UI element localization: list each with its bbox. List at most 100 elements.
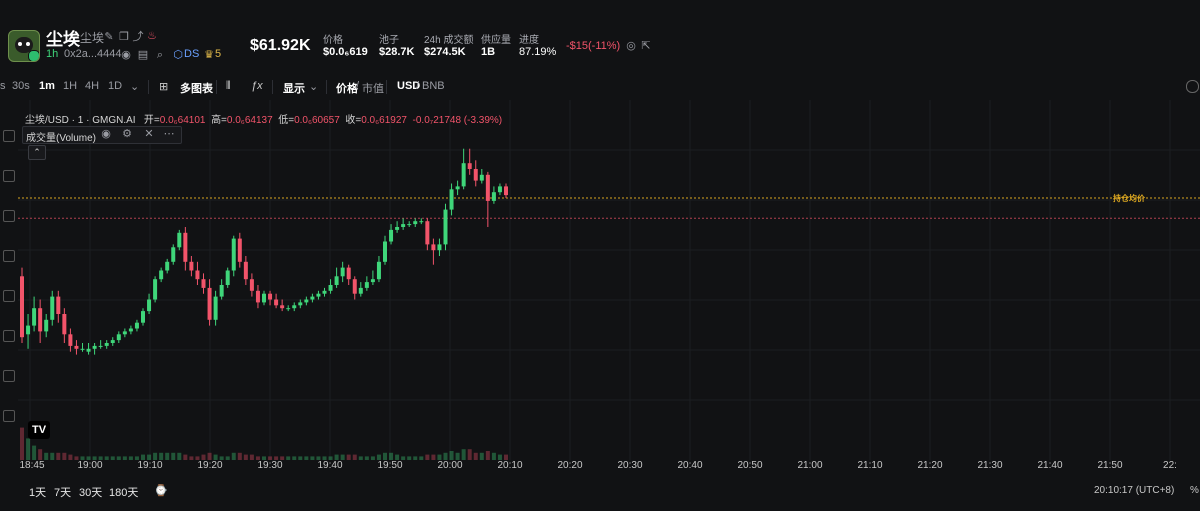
edit-icon[interactable]: ✎: [104, 31, 114, 43]
candle-body: [32, 308, 37, 326]
cursor-tool-icon[interactable]: [3, 130, 15, 142]
volume-bar: [201, 454, 206, 460]
website-icon[interactable]: ▤: [137, 49, 149, 61]
display-chevron-down-icon[interactable]: ⌄: [309, 81, 319, 93]
line-tool-icon[interactable]: [3, 170, 15, 182]
volume-bar: [44, 452, 49, 460]
legend-low-key: 低=: [278, 115, 295, 126]
volume-bar: [177, 452, 182, 460]
candle-body: [110, 340, 115, 343]
search-icon[interactable]: ⌕: [156, 49, 164, 61]
interval-1h[interactable]: 1H: [63, 80, 78, 92]
range-180d[interactable]: 180天: [109, 487, 139, 499]
text-tool-icon[interactable]: [3, 250, 15, 262]
volume-bar: [322, 456, 327, 460]
ds-label[interactable]: DS: [184, 48, 200, 60]
volume-bar: [504, 454, 508, 460]
multi-chart-icon[interactable]: ⊞: [159, 81, 169, 93]
token-age: 1h: [46, 48, 59, 60]
date-range-calendar-icon[interactable]: ⌚: [154, 485, 168, 497]
time-tick-label: 20:40: [677, 460, 703, 471]
candle-body: [298, 302, 303, 306]
range-1d[interactable]: 1天: [29, 487, 47, 499]
percent-toggle[interactable]: %: [1190, 485, 1199, 496]
volume-bar: [74, 456, 79, 460]
tradingview-logo-icon[interactable]: TV: [28, 421, 50, 439]
multi-chart-button[interactable]: 多图表: [180, 83, 213, 95]
volume-bar: [237, 452, 242, 460]
interval-30s[interactable]: 30s: [12, 80, 30, 92]
measure-tool-icon[interactable]: [3, 290, 15, 302]
token-address[interactable]: 0x2a...4444: [64, 48, 122, 60]
volume-bar: [98, 456, 103, 460]
volume-bar: [80, 456, 85, 460]
mcap-toggle[interactable]: 市值: [362, 83, 384, 95]
time-tick-label: 21:50: [1097, 460, 1123, 471]
chart-canvas[interactable]: 持仓均价: [18, 100, 1200, 460]
candle-body: [389, 229, 394, 242]
volume-bar: [268, 456, 273, 460]
interval-1d[interactable]: 1D: [108, 80, 123, 92]
verified-badge-icon: [28, 50, 39, 61]
interval-4h[interactable]: 4H: [85, 80, 100, 92]
time-tick-label: 19:40: [317, 460, 343, 471]
volume-bar: [207, 452, 212, 460]
candle-body: [231, 238, 236, 271]
candle-body: [44, 319, 49, 332]
bnb-toggle[interactable]: BNB: [422, 80, 445, 92]
usd-toggle[interactable]: USD: [397, 80, 421, 92]
volume-bar: [298, 456, 303, 460]
info-icon[interactable]: [1186, 80, 1199, 93]
candle-body: [479, 174, 484, 181]
community-icon[interactable]: ◉: [121, 49, 131, 61]
brush-tool-icon[interactable]: [3, 210, 15, 222]
external-link-icon[interactable]: ⇱: [641, 40, 651, 52]
interval-chevron-down-icon[interactable]: ⌄: [130, 81, 140, 93]
close-icon[interactable]: ✕: [144, 128, 154, 140]
indicators-icon[interactable]: ƒx: [251, 80, 263, 92]
more-icon[interactable]: ⋯: [163, 128, 175, 140]
volume-bar: [401, 456, 406, 460]
range-30d[interactable]: 30天: [79, 487, 103, 499]
volume-bar: [68, 454, 73, 460]
divider: [272, 80, 273, 94]
token-avatar[interactable]: [8, 30, 40, 62]
volume-bar: [243, 454, 248, 460]
divider: [216, 80, 217, 94]
magnet-tool-icon[interactable]: [3, 370, 15, 382]
volume-bar: [225, 456, 230, 460]
share-icon[interactable]: ⤴: [132, 31, 144, 43]
divider: [326, 80, 327, 94]
legend-close-key: 收=: [345, 115, 362, 126]
collapse-chevron-up-icon[interactable]: ⌃: [28, 145, 46, 160]
display-button[interactable]: 显示: [283, 83, 305, 95]
volume-bar: [134, 456, 139, 460]
copy-icon[interactable]: ❐: [119, 31, 129, 43]
time-tick-label: 21:10: [857, 460, 883, 471]
volume-bar: [286, 456, 291, 460]
candle-body: [322, 290, 327, 294]
volume-indicator-box: [22, 126, 182, 144]
range-7d[interactable]: 7天: [54, 487, 72, 499]
candle-body: [431, 244, 436, 251]
trash-tool-icon[interactable]: [3, 410, 15, 422]
interval-s[interactable]: s: [0, 80, 6, 92]
candlestick-chart[interactable]: 持仓均价: [18, 100, 1200, 460]
candle-body: [419, 221, 424, 223]
price-toggle[interactable]: 价格: [336, 83, 358, 95]
crown-count: 5: [215, 48, 222, 60]
legend-high-key: 高=: [211, 115, 227, 126]
settings-gear-icon[interactable]: ⚙: [122, 128, 132, 140]
candle-body: [237, 238, 242, 262]
zoom-tool-icon[interactable]: [3, 330, 15, 342]
visibility-eye-icon[interactable]: ◉: [101, 128, 111, 140]
interval-1m[interactable]: 1m: [39, 80, 55, 92]
ohlc-legend: 尘埃/USD · 1 · GMGN.AI 开=0.0₆64101 高=0.0₆6…: [25, 111, 502, 126]
candle-body: [364, 282, 369, 288]
eye-icon[interactable]: ◎: [626, 40, 636, 52]
candle-type-icon[interactable]: ⫴: [226, 80, 231, 92]
crown-icon: ♛: [204, 49, 214, 61]
volume-bar: [147, 454, 152, 460]
candle-body: [334, 276, 339, 285]
avg-price-label: 持仓均价: [1113, 193, 1146, 203]
